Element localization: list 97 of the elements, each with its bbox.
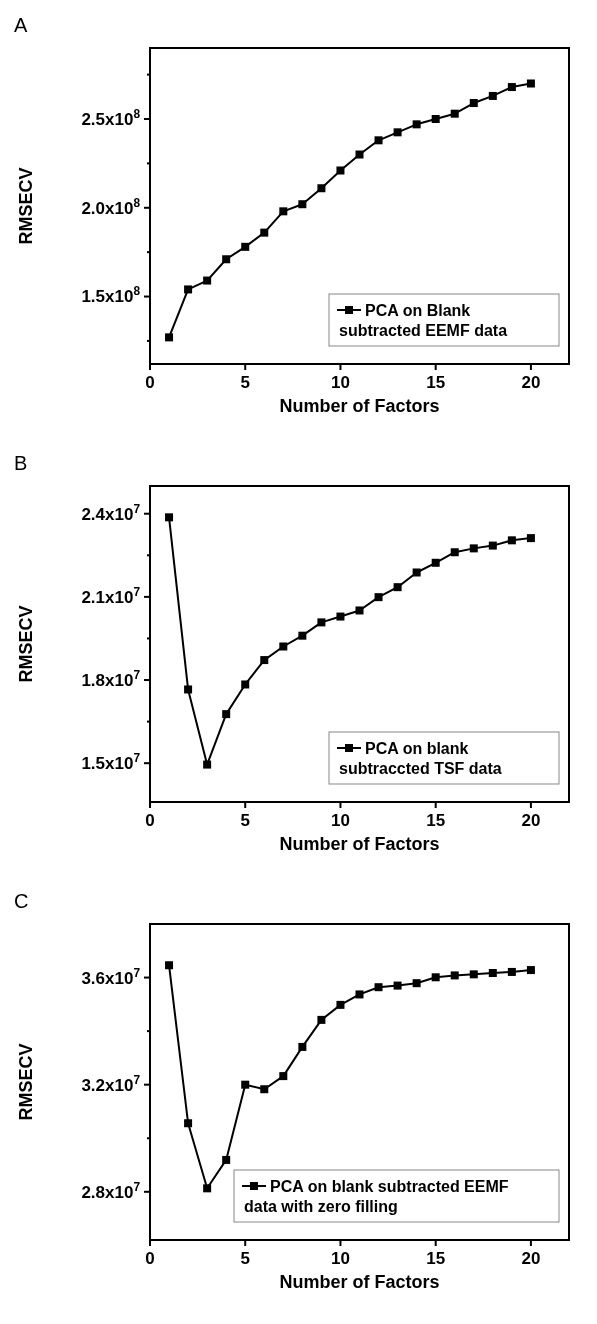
point [298, 631, 307, 640]
point [317, 618, 326, 627]
x-tick-label: 5 [240, 811, 250, 830]
point [431, 558, 440, 567]
point [298, 200, 307, 209]
point [355, 606, 364, 615]
y-tick-label: 2.1x10$^{7}$ [81, 584, 141, 607]
point [488, 969, 497, 978]
point [507, 967, 516, 976]
point [184, 1119, 193, 1128]
y-tick-label: 2.8x10$^{7}$ [81, 1179, 141, 1202]
x-axis-title: Number of Factors [279, 834, 440, 854]
x-tick-label: 15 [426, 811, 446, 830]
point [222, 1155, 231, 1164]
point [165, 961, 174, 970]
point [488, 91, 497, 100]
x-axis-title: Number of Factors [279, 1272, 440, 1292]
x-tick-label: 5 [240, 1249, 250, 1268]
point [336, 1000, 345, 1009]
point [241, 680, 250, 689]
point [203, 760, 212, 769]
x-tick-label: 5 [240, 373, 250, 392]
y-tick-label: 1.5x10$^{8}$ [81, 284, 141, 307]
point [260, 228, 269, 237]
point [450, 971, 459, 980]
point [526, 534, 535, 543]
point [469, 544, 478, 553]
x-tick-label: 20 [521, 1249, 541, 1268]
point [507, 83, 516, 92]
x-tick-label: 20 [521, 373, 541, 392]
y-axis-title: RMSECV [16, 1043, 36, 1121]
point [241, 242, 250, 251]
chart-title: B [14, 452, 28, 474]
x-tick-label: 0 [145, 811, 155, 830]
x-tick-label: 10 [330, 373, 350, 392]
point [355, 990, 364, 999]
point [526, 79, 535, 88]
y-tick-label: 2.4x10$^{7}$ [81, 501, 141, 524]
point [393, 583, 402, 592]
y-tick-label: 2.5x10$^{8}$ [81, 106, 141, 129]
point [203, 1184, 212, 1193]
point [260, 656, 269, 665]
point [222, 255, 231, 264]
point [298, 1042, 307, 1051]
y-tick-label: 2.0x10$^{8}$ [81, 195, 141, 218]
point [393, 128, 402, 137]
point [431, 115, 440, 124]
point [355, 150, 364, 159]
point [526, 966, 535, 975]
point [279, 207, 288, 216]
point [469, 970, 478, 979]
point [488, 541, 497, 550]
legend-label: PCA on Blank subtracted EEMF data [339, 301, 508, 339]
legend-label: PCA on blank subtracted EEMF data with zero filling [244, 1177, 509, 1215]
point [374, 136, 383, 145]
point [279, 1072, 288, 1081]
point [374, 983, 383, 992]
point [450, 548, 459, 557]
legend-label: PCA on blank subtraccted TSF data [339, 739, 502, 777]
y-axis-title: RMSECV [16, 605, 36, 683]
point [203, 276, 212, 285]
point [184, 685, 193, 694]
point [412, 120, 421, 129]
y-tick-label: 3.6x10$^{7}$ [81, 965, 141, 988]
point [241, 1080, 250, 1089]
point [184, 285, 193, 294]
point [412, 568, 421, 577]
point [260, 1085, 269, 1094]
point [469, 99, 478, 108]
point [165, 333, 174, 342]
point [336, 612, 345, 621]
point [317, 1015, 326, 1024]
point [317, 184, 326, 193]
point [431, 973, 440, 982]
x-tick-label: 15 [426, 373, 446, 392]
point [412, 979, 421, 988]
point [279, 642, 288, 651]
point [507, 536, 516, 545]
chart-title: C [14, 890, 29, 912]
x-tick-label: 0 [145, 373, 155, 392]
x-tick-label: 15 [426, 1249, 446, 1268]
x-tick-label: 10 [330, 811, 350, 830]
y-axis-title: RMSECV [16, 167, 36, 245]
point [450, 109, 459, 118]
x-tick-label: 10 [330, 1249, 350, 1268]
point [336, 166, 345, 175]
y-tick-label: 1.5x10$^{7}$ [81, 751, 141, 774]
chart-title: A [14, 14, 28, 36]
point [374, 593, 383, 602]
y-tick-label: 1.8x10$^{7}$ [81, 667, 141, 690]
point [165, 513, 174, 522]
point [393, 981, 402, 990]
x-axis-title: Number of Factors [279, 396, 440, 416]
x-tick-label: 20 [521, 811, 541, 830]
x-tick-label: 0 [145, 1249, 155, 1268]
y-tick-label: 3.2x10$^{7}$ [81, 1072, 141, 1095]
point [222, 710, 231, 719]
